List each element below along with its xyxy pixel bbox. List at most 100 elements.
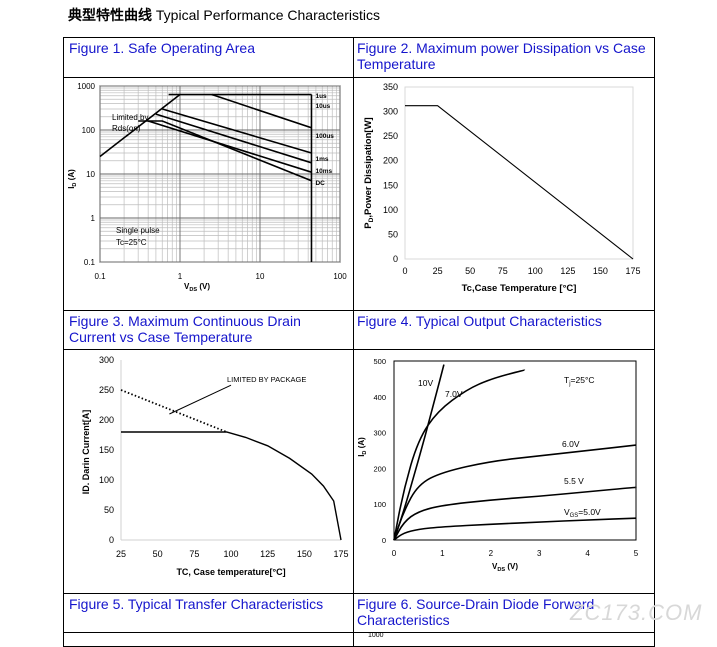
pd-x-tick-label: 150 xyxy=(593,266,608,276)
pd-y-axis-label: PD,Power Dissipation[W] xyxy=(363,117,375,228)
output-series-label: VGS=5.0V xyxy=(564,507,601,519)
soa-series-label: 10ms xyxy=(315,168,332,175)
soa-annotation-rdson: Rds(on) xyxy=(112,124,141,133)
soa-series-line xyxy=(211,93,312,129)
output-series-label: 7.0V xyxy=(445,389,463,399)
soa-x-tick-label: 0.1 xyxy=(94,272,106,281)
output-x-tick-label: 5 xyxy=(634,549,639,558)
output-x-tick-label: 0 xyxy=(392,549,397,558)
output-y-tick-label: 300 xyxy=(373,429,386,438)
idtc-y-tick-label: 150 xyxy=(99,445,114,455)
output-plot-area xyxy=(393,360,637,541)
soa-annotation-pulse: Single pulse xyxy=(116,226,160,235)
idtc-y-tick-label: 100 xyxy=(99,475,114,485)
idtc-annotation-label: LIMITED BY PACKAGE xyxy=(227,375,306,384)
table-row-divider xyxy=(64,632,654,633)
pd-x-tick-label: 125 xyxy=(560,266,575,276)
soa-series-label: 1ms xyxy=(315,156,328,163)
soa-series-line xyxy=(155,113,312,164)
figure-2-title: Figure 2. Maximum power Dissipation vs C… xyxy=(357,40,646,72)
output-x-tick-label: 1 xyxy=(440,549,445,558)
figure-3-title: Figure 3. Maximum Continuous Drain Curre… xyxy=(69,313,301,345)
output-series-label: 6.0V xyxy=(562,439,580,449)
pd-y-tick-label: 350 xyxy=(383,82,398,92)
figure-6-title: Figure 6. Source-Drain Diode Forward Cha… xyxy=(357,596,595,628)
pd-y-tick-label: 200 xyxy=(383,156,398,166)
output-x-tick-label: 4 xyxy=(585,549,590,558)
pd-x-tick-label: 25 xyxy=(433,266,443,276)
output-series-label: 10V xyxy=(418,378,433,388)
soa-series-line xyxy=(138,120,312,182)
soa-y-tick-label: 100 xyxy=(82,126,96,135)
table-row-divider xyxy=(64,310,654,311)
output-y-tick-label: 100 xyxy=(373,500,386,509)
pd-plot-area xyxy=(404,86,634,260)
pd-x-tick-label: 100 xyxy=(528,266,543,276)
output-x-axis-label: VDS (V) xyxy=(492,562,518,573)
soa-rdson-line xyxy=(99,93,181,158)
idtc-y-tick-label: 50 xyxy=(104,505,114,515)
idtc-y-axis-label: ID. Darin Current[A] xyxy=(81,410,91,495)
figure-5-title: Figure 5. Typical Transfer Characteristi… xyxy=(69,596,324,612)
output-series-line xyxy=(393,517,637,541)
pd-x-tick-label: 175 xyxy=(625,266,640,276)
idtc-x-tick-label: 150 xyxy=(297,549,312,559)
heading-en: Typical Performance Characteristics xyxy=(155,7,380,23)
idtc-y-tick-label: 200 xyxy=(99,415,114,425)
table-row-divider xyxy=(64,77,654,78)
idtc-x-tick-label: 50 xyxy=(153,549,163,559)
idtc-x-axis-label: TC, Case temperature[°C] xyxy=(176,567,285,577)
output-series-line xyxy=(393,444,637,541)
soa-y-tick-label: 10 xyxy=(86,170,95,179)
soa-y-axis-label: ID (A) xyxy=(67,169,78,189)
soa-series-label: 100us xyxy=(315,133,334,140)
pd-x-axis-label: Tc,Case Temperature [°C] xyxy=(462,283,577,294)
idtc-y-tick-label: 0 xyxy=(109,535,114,545)
idtc-annotation-leader xyxy=(169,384,232,415)
soa-chart: 0.1 1 10 100 0.1 1 10 100 1000 1us 10us 100us 1ms 10m… xyxy=(67,82,347,293)
figure-4-title: Figure 4. Typical Output Characteristics xyxy=(357,313,602,329)
pd-y-tick-label: 0 xyxy=(393,254,398,264)
soa-x-axis-label: VDS (V) xyxy=(184,282,210,293)
table-row-divider xyxy=(64,349,654,350)
output-y-tick-label: 500 xyxy=(373,357,386,366)
soa-y-tick-label: 1000 xyxy=(77,82,95,91)
soa-series-label: 10us xyxy=(315,103,330,110)
soa-series-label: 1us xyxy=(315,93,327,100)
pd-x-tick-label: 75 xyxy=(498,266,508,276)
idtc-y-tick-label: 300 xyxy=(99,355,114,365)
idtc-package-limit-line xyxy=(120,389,227,433)
soa-series-line xyxy=(162,108,312,154)
idtc-x-tick-label: 75 xyxy=(189,549,199,559)
page-heading: 典型特性曲线 Typical Performance Characteristi… xyxy=(68,5,380,25)
output-series-line xyxy=(393,369,526,541)
output-y-axis-label: ID (A) xyxy=(357,437,368,457)
soa-x-tick-label: 10 xyxy=(256,272,265,281)
figure-1-title: Figure 1. Safe Operating Area xyxy=(69,40,255,56)
pd-y-tick-label: 100 xyxy=(383,205,398,215)
soa-y-tick-label: 1 xyxy=(91,214,96,223)
idtc-x-tick-label: 175 xyxy=(333,549,348,559)
drain-current-vs-temperature-chart: 0 50 100 150 200 250 300 25 50 75 100 125 150 175 LIMI… xyxy=(81,355,349,577)
idtc-y-tick-label: 250 xyxy=(99,385,114,395)
idtc-x-tick-label: 125 xyxy=(260,549,275,559)
output-series-label: 5.5 V xyxy=(564,476,584,486)
pd-x-tick-label: 0 xyxy=(402,266,407,276)
pd-y-tick-label: 50 xyxy=(388,229,398,239)
idtc-series-line xyxy=(121,431,342,541)
output-y-tick-label: 0 xyxy=(382,536,386,545)
output-temperature-label: Tj=25°C xyxy=(564,375,595,387)
idtc-x-tick-label: 100 xyxy=(223,549,238,559)
output-x-tick-label: 3 xyxy=(537,549,542,558)
soa-annotation-limited: Limited by xyxy=(112,113,148,122)
table-column-divider xyxy=(353,38,354,646)
soa-series-line xyxy=(147,120,312,173)
soa-x-tick-label: 1 xyxy=(178,272,183,281)
output-characteristics-chart: 0 100 200 300 400 500 0 1 2 3 4 5 10V 7.0V 6.0V 5.5 V VG… xyxy=(357,357,639,573)
soa-y-tick-label: 0.1 xyxy=(84,258,96,267)
table-row-divider xyxy=(64,593,654,594)
output-y-tick-label: 200 xyxy=(373,464,386,473)
soa-series-label: DC xyxy=(315,180,325,187)
soa-x-tick-label: 100 xyxy=(333,272,347,281)
watermark: ZC173.COM xyxy=(570,600,703,625)
